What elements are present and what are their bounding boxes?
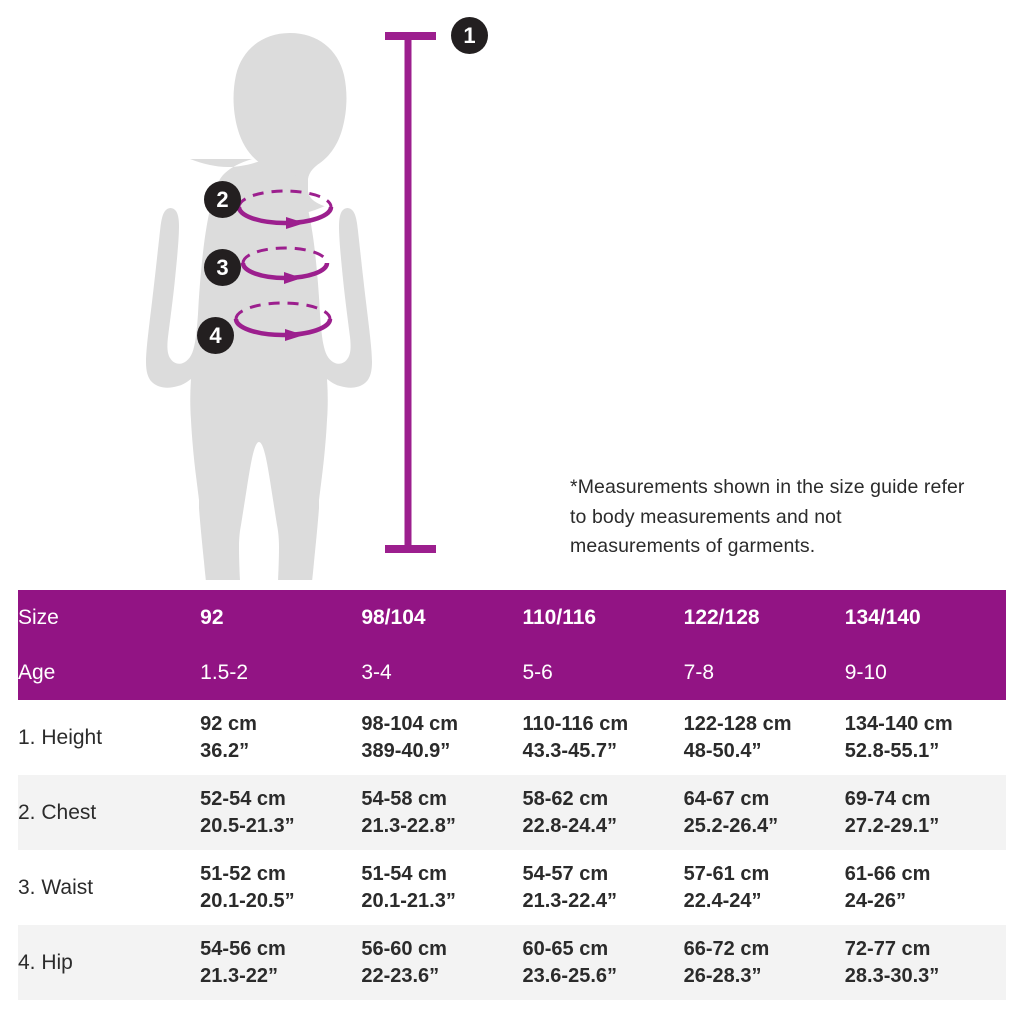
cell-cm: 54-56 cm <box>200 938 286 961</box>
cell-inch: 389-40.9” <box>361 739 451 762</box>
cell-waist-98-104: 51-54 cm 20.1-21.3” <box>361 850 522 925</box>
header-size-122-128: 122/128 <box>683 590 845 645</box>
cell-chest-98-104: 54-58 cm 21.3-22.8” <box>361 775 523 850</box>
cell-cm: 60-65 cm <box>522 938 609 961</box>
cell-inch: 48-50.4” <box>683 739 762 762</box>
header-size-label: Size <box>18 590 201 645</box>
cell-inch: 21.3-22.8” <box>361 814 456 837</box>
cell-cm: 92 cm <box>200 713 257 736</box>
cell-inch: 52.8-55.1” <box>844 739 940 762</box>
marker-1-height: 1 <box>451 17 488 54</box>
row-label-chest: 2. Chest <box>18 775 201 850</box>
height-indicator-line <box>385 32 436 553</box>
table-header-age-row: Age 1.5-2 3-4 5-6 7-8 9-10 <box>18 645 1006 700</box>
cell-inch: 24-26” <box>844 889 906 912</box>
marker-3-waist: 3 <box>204 249 241 286</box>
header-age-0: 1.5-2 <box>200 645 362 700</box>
cell-waist-92: 51-52 cm 20.1-20.5” <box>200 850 361 925</box>
header-age-1: 3-4 <box>361 645 523 700</box>
cell-cm: 134-140 cm <box>844 713 953 736</box>
cell-chest-134-140: 69-74 cm 27.2-29.1” <box>844 775 1006 850</box>
row-label-height: 1. Height <box>18 725 103 749</box>
chest-measure-ellipse <box>236 189 334 229</box>
cell-chest-92: 52-54 cm 20.5-21.3” <box>200 775 362 850</box>
waist-measure-ellipse <box>240 246 330 284</box>
cell-inch: 20.1-21.3” <box>361 889 456 912</box>
size-guide-table: Size 92 98/104 110/116 122/128 134/140 A… <box>18 590 1006 1000</box>
cell-cm: 58-62 cm <box>522 788 609 811</box>
header-size-134-140: 134/140 <box>844 590 1006 645</box>
header-size-92: 92 <box>200 590 362 645</box>
cell-hip-122-128: 66-72 cm 26-28.3” <box>683 925 845 1000</box>
cell-inch: 20.5-21.3” <box>200 814 295 837</box>
table-row: 2. Chest 52-54 cm 20.5-21.3” 54-58 cm 21… <box>18 775 1006 850</box>
cell-cm: 52-54 cm <box>200 788 286 811</box>
cell-waist-122-128: 57-61 cm 22.4-24” <box>684 850 845 925</box>
cell-cm: 51-54 cm <box>361 863 447 886</box>
table-row: 4. Hip 54-56 cm 21.3-22” 56-60 cm 22-23.… <box>18 925 1006 1000</box>
cell-hip-92: 54-56 cm 21.3-22” <box>200 925 362 1000</box>
cell-inch: 25.2-26.4” <box>683 814 779 837</box>
child-body-silhouette <box>146 32 436 580</box>
cell-cm: 54-57 cm <box>522 863 609 886</box>
cell-waist-134-140: 61-66 cm 24-26” <box>845 850 1006 925</box>
cell-inch: 22.4-24” <box>683 889 762 912</box>
header-size-98-104: 98/104 <box>361 590 523 645</box>
marker-4-hip: 4 <box>197 317 234 354</box>
cell-cm: 56-60 cm <box>361 938 447 961</box>
cell-inch: 36.2” <box>200 739 250 762</box>
cell-height-98-104: 98-104 cm 389-40.9” <box>361 700 522 775</box>
header-age-2: 5-6 <box>522 645 684 700</box>
cell-chest-110-116: 58-62 cm 22.8-24.4” <box>522 775 684 850</box>
cell-height-134-140: 134-140 cm 52.8-55.1” <box>845 700 1006 775</box>
cell-chest-122-128: 64-67 cm 25.2-26.4” <box>683 775 845 850</box>
cell-hip-134-140: 72-77 cm 28.3-30.3” <box>844 925 1006 1000</box>
table-row: 1. Height 92 cm 36.2” 98-104 cm 389-40.9… <box>18 700 1006 775</box>
table-header-size-row: Size 92 98/104 110/116 122/128 134/140 <box>18 590 1006 645</box>
hip-measure-ellipse <box>233 301 333 341</box>
marker-2-chest: 2 <box>204 181 241 218</box>
cell-inch: 28.3-30.3” <box>844 964 940 987</box>
cell-cm: 98-104 cm <box>361 713 459 736</box>
measurement-footnote: *Measurements shown in the size guide re… <box>570 476 965 558</box>
cell-inch: 22-23.6” <box>361 964 440 987</box>
cell-waist-110-116: 54-57 cm 21.3-22.4” <box>522 850 683 925</box>
cell-inch: 20.1-20.5” <box>200 889 295 912</box>
cell-cm: 54-58 cm <box>361 788 447 811</box>
cell-cm: 72-77 cm <box>844 938 931 961</box>
cell-height-110-116: 110-116 cm 43.3-45.7” <box>522 700 683 775</box>
header-age-3: 7-8 <box>683 645 845 700</box>
cell-cm: 64-67 cm <box>683 788 770 811</box>
cell-height-122-128: 122-128 cm 48-50.4” <box>684 700 845 775</box>
cell-inch: 21.3-22.4” <box>522 889 617 912</box>
cell-hip-98-104: 56-60 cm 22-23.6” <box>361 925 523 1000</box>
cell-cm: 57-61 cm <box>683 863 770 886</box>
cell-inch: 27.2-29.1” <box>844 814 940 837</box>
cell-cm: 110-116 cm <box>522 713 629 736</box>
cell-cm: 69-74 cm <box>844 788 931 811</box>
cell-inch: 21.3-22” <box>200 964 279 987</box>
cell-cm: 51-52 cm <box>200 863 286 886</box>
cell-height-92: 92 cm 36.2” <box>200 700 361 775</box>
row-label-hip: 4. Hip <box>18 925 201 1000</box>
cell-inch: 26-28.3” <box>683 964 762 987</box>
cell-cm: 66-72 cm <box>683 938 770 961</box>
size-guide-illustration: 1 2 3 4 *Measurements shown in the size … <box>146 17 965 580</box>
cell-inch: 22.8-24.4” <box>522 814 617 837</box>
row-label-waist: 3. Waist <box>18 875 94 899</box>
cell-cm: 122-128 cm <box>683 713 792 736</box>
header-age-label: Age <box>18 645 201 700</box>
cell-hip-110-116: 60-65 cm 23.6-25.6” <box>522 925 684 1000</box>
table-row: 3. Waist 51-52 cm 20.1-20.5” 51-54 cm 20… <box>18 850 1006 925</box>
cell-inch: 43.3-45.7” <box>522 739 617 762</box>
cell-inch: 23.6-25.6” <box>522 964 617 987</box>
cell-cm: 61-66 cm <box>844 863 931 886</box>
header-size-110-116: 110/116 <box>522 590 684 645</box>
header-age-4: 9-10 <box>844 645 1006 700</box>
